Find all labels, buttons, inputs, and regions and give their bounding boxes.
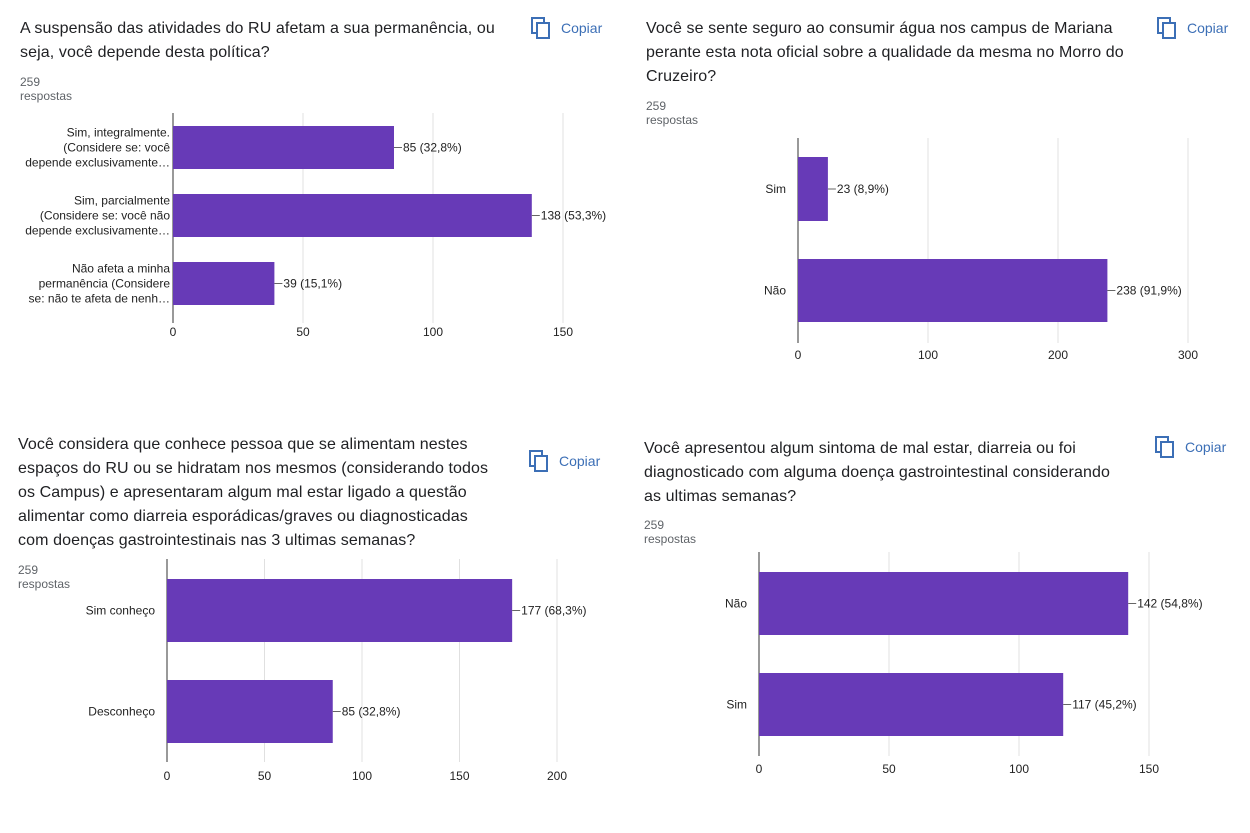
title-line: Cruzeiro? [646, 68, 717, 85]
bar [173, 194, 532, 237]
category-label-line: Sim [765, 182, 786, 196]
x-tick-label: 200 [1048, 348, 1068, 362]
category-label: Sim conheço [86, 604, 156, 618]
category-label-line: permanência (Considere [39, 277, 171, 291]
value-label: 23 (8,9%) [837, 182, 889, 196]
copy-label: Copiar [559, 453, 601, 469]
copy-icon [531, 17, 550, 39]
bar [759, 572, 1129, 635]
x-tick-label: 200 [547, 769, 567, 783]
x-tick-label: 100 [423, 325, 443, 339]
category-label-line: (Considere se: você não [40, 209, 170, 223]
bar [173, 126, 394, 169]
copy-button-1[interactable]: Copiar [531, 17, 602, 39]
title-line: os Campus) e apresentaram algum mal esta… [18, 484, 467, 501]
title-line: Você considera que conhece pessoa que se… [18, 436, 468, 453]
title-line: alimentar como diarreia esporádicas/grav… [18, 508, 468, 525]
category-label-line: depende exclusivamente… [25, 224, 170, 238]
x-tick-label: 150 [553, 325, 573, 339]
x-tick-label: 150 [1139, 762, 1159, 776]
value-label: 39 (15,1%) [283, 277, 342, 291]
category-label-line: depende exclusivamente… [25, 156, 170, 170]
category-label: Não afeta a minha permanência (Considere s… [29, 262, 171, 306]
title-line: espaços do RU ou se hidratam nos mesmos … [18, 460, 489, 477]
value-label: 85 (32,8%) [403, 141, 462, 155]
question-title-2: Você se sente seguro ao consumir água no… [646, 17, 1146, 89]
value-label: 142 (54,8%) [1137, 597, 1202, 611]
x-tick-label: 0 [164, 769, 171, 783]
category-label-line: Não [725, 597, 747, 611]
title-line: as ultimas semanas? [644, 488, 797, 505]
category-label: Não [725, 597, 747, 611]
category-label-line: Sim, parcialmente [74, 194, 170, 208]
x-tick-label: 150 [449, 769, 469, 783]
copy-button-3[interactable]: Copiar [529, 450, 600, 472]
x-tick-label: 100 [918, 348, 938, 362]
x-tick-label: 300 [1178, 348, 1198, 362]
copy-label: Copiar [1187, 20, 1229, 36]
category-label-line: Desconheço [88, 705, 155, 719]
x-tick-label: 100 [1009, 762, 1029, 776]
category-label-line: Não [764, 284, 786, 298]
x-tick-label: 100 [352, 769, 372, 783]
value-label: 117 (45,2%) [1072, 698, 1136, 712]
x-tick-label: 0 [795, 348, 802, 362]
bar [167, 680, 333, 743]
x-tick-label: 50 [296, 325, 310, 339]
category-label: Sim [726, 698, 747, 712]
x-tick-label: 50 [258, 769, 272, 783]
category-label-line: Sim conheço [86, 604, 156, 618]
bar [759, 673, 1064, 736]
title-line: perante esta nota oficial sobre a qualid… [646, 44, 1124, 61]
category-label: Desconheço [88, 705, 155, 719]
title-line: Você apresentou algum sintoma de mal est… [644, 440, 1076, 457]
question-title-4: Você apresentou algum sintoma de mal est… [644, 437, 1144, 509]
response-count-4: 259 respostas [644, 518, 697, 546]
question-title-3: Você considera que conhece pessoa que se… [18, 433, 518, 553]
bar [173, 262, 275, 305]
copy-button-4[interactable]: Copiar [1155, 436, 1226, 458]
copy-icon [1157, 17, 1176, 39]
category-label-line: Sim [726, 698, 747, 712]
bar [798, 157, 828, 221]
category-label-line: (Considere se: você [63, 141, 170, 155]
category-label-line: Sim, integralmente. [67, 126, 170, 140]
category-label: Sim, parcialmente (Considere se: você não… [25, 194, 170, 238]
value-label: 238 (91,9%) [1116, 284, 1181, 298]
category-label: Não [764, 284, 786, 298]
question-title-1: A suspensão das atividades do RU afetam … [20, 17, 510, 65]
value-label: 138 (53,3%) [541, 209, 606, 223]
copy-icon [529, 450, 548, 472]
copy-label: Copiar [1185, 439, 1227, 455]
response-count-1: 259 respostas [20, 75, 73, 103]
title-line: com doenças gastrointestinais nas 3 ulti… [18, 532, 416, 549]
title-line: diagnosticado com alguma doença gastroin… [644, 464, 1110, 481]
copy-label: Copiar [561, 20, 603, 36]
x-tick-label: 0 [756, 762, 763, 776]
x-tick-label: 50 [882, 762, 896, 776]
title-line: A suspensão das atividades do RU afetam … [20, 20, 495, 37]
title-line: Você se sente seguro ao consumir água no… [646, 20, 1113, 37]
copy-icon [1155, 436, 1174, 458]
bar [167, 579, 513, 642]
copy-button-2[interactable]: Copiar [1157, 17, 1228, 39]
category-label-line: se: não te afeta de nenh… [29, 292, 170, 306]
title-line: seja, você depende desta política? [20, 44, 270, 61]
category-label-line: Não afeta a minha [72, 262, 170, 276]
category-label: Sim, integralmente. (Considere se: você de… [25, 126, 170, 170]
value-label: 85 (32,8%) [342, 705, 401, 719]
bar [798, 259, 1108, 322]
category-label: Sim [765, 182, 786, 196]
response-count-2: 259 respostas [646, 99, 699, 127]
x-tick-label: 0 [170, 325, 177, 339]
response-count-3: 259 respostas [18, 563, 71, 591]
value-label: 177 (68,3%) [521, 604, 586, 618]
